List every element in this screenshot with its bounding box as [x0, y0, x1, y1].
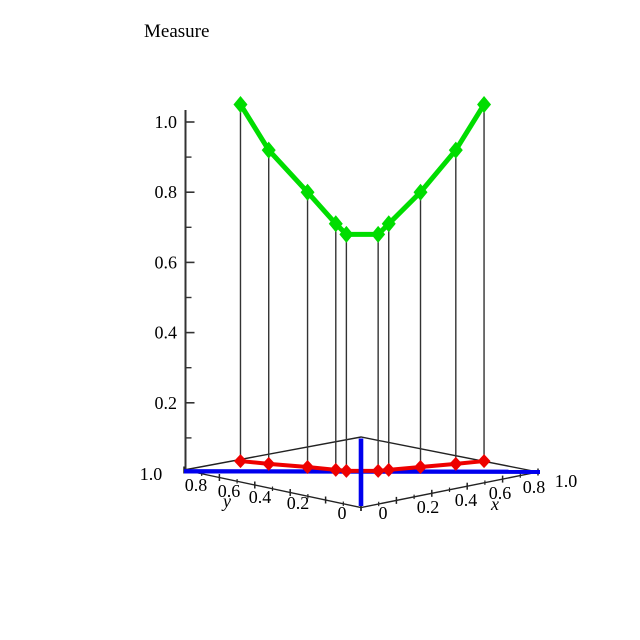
axis-tick-labels: 1.0 0.8 0.6 0.4 0.2 1.0 0.8 0.6 0.4 0.2 0 0 0.2 0.4 0.…	[140, 112, 578, 523]
base-projection-point	[414, 460, 428, 475]
y-axis-name-label: y	[221, 491, 231, 511]
base-projection-point	[382, 462, 396, 477]
z-axis-tick-label: 0.4	[155, 323, 178, 343]
z-axis-tick-label: 1.0	[155, 112, 178, 132]
z-axis-tick-label: 0.8	[155, 182, 178, 202]
plot-title: Measure	[144, 21, 209, 42]
y-axis-tick-label: 0.6	[218, 481, 241, 501]
measure-curve-point	[339, 225, 354, 243]
x-axis-tick-label: 1.0	[555, 471, 578, 491]
z-axis-tick-label: 0.2	[155, 393, 178, 413]
y-axis-tick-label: 1.0	[140, 464, 163, 484]
measure-curve-point	[371, 225, 386, 243]
y-axis-tick-label: 0.2	[287, 493, 310, 513]
measure-curve-point	[381, 215, 396, 233]
base-projection-point	[262, 456, 276, 471]
measure-curve-point	[448, 141, 463, 159]
measure-curve-polyline	[238, 103, 487, 237]
base-projection-point	[477, 454, 491, 469]
measure-curve-point	[300, 183, 315, 201]
measure-curve-point	[477, 95, 492, 113]
y-axis-tick-label: 0.8	[185, 475, 208, 495]
base-projection-markers	[233, 454, 491, 478]
base-projection-point	[339, 463, 353, 478]
base-projection-point	[371, 463, 385, 478]
x-axis-tick-label: 0	[379, 503, 388, 523]
x-axis-tick-label: 0.2	[417, 497, 440, 517]
measure-curve-point	[261, 141, 276, 159]
y-axis-tick-label: 0	[338, 503, 347, 523]
measure-curve-point	[233, 95, 248, 113]
drop-lines	[239, 104, 485, 471]
x-axis-name-label: x	[490, 494, 499, 514]
base-projection-point	[449, 456, 463, 471]
base-projection-point	[329, 462, 343, 477]
x-axis-tick-label: 0.4	[455, 490, 478, 510]
base-projection-point	[233, 454, 247, 469]
z-axis	[184, 110, 195, 470]
base-projection-point	[301, 460, 315, 475]
measure-curve-series	[233, 95, 492, 243]
measure-curve-point	[413, 183, 428, 201]
z-axis-tick-label: 0.6	[155, 252, 178, 272]
measure-curve-point	[328, 215, 343, 233]
x-axis-tick-label: 0.6	[489, 483, 512, 503]
x-axis-tick-label: 0.8	[523, 477, 546, 497]
y-axis-tick-label: 0.4	[249, 487, 272, 507]
